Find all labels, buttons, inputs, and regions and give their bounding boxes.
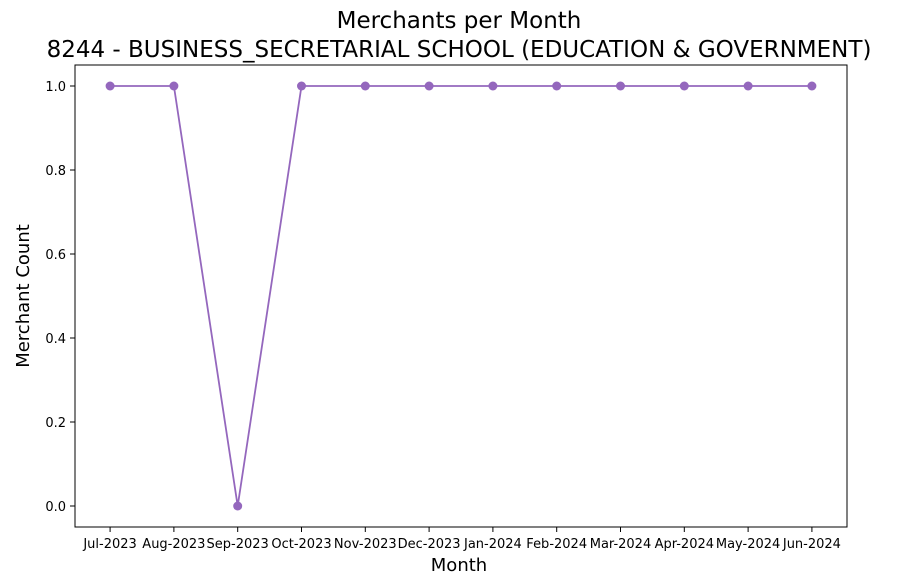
data-point [616,81,626,91]
y-tick-label: 0.6 [45,248,66,263]
y-tick-label: 0.2 [45,416,66,431]
y-tick-label: 0.8 [45,164,66,179]
data-point [233,501,243,511]
data-point [488,81,498,91]
x-tick-label: Jul-2023 [82,537,136,552]
y-tick-label: 0.4 [45,332,66,347]
x-tick-label: Dec-2023 [398,537,461,552]
y-tick-label: 0.0 [45,500,66,515]
chart-title: Merchants per Month [337,8,582,34]
x-tick-label: Aug-2023 [142,537,205,552]
plot-area: 0.0 0.2 0.4 0.6 0.8 1.0 Jul-2023 Aug-2023 Sep-20… [45,64,848,552]
x-tick-label: Nov-2023 [334,537,397,552]
x-tick-label: Jan-2024 [463,537,522,552]
data-point [424,81,434,91]
y-tick-label: 1.0 [45,80,66,95]
data-point [169,81,179,91]
data-point [360,81,370,91]
data-point [105,81,115,91]
x-tick-label: Jun-2024 [782,537,841,552]
x-axis-label: Month [431,555,487,576]
x-tick-label: Oct-2023 [271,537,331,552]
y-axis-label: Merchant Count [13,224,34,368]
data-point [807,81,817,91]
chart-subtitle: 8244 - BUSINESS_SECRETARIAL SCHOOL (EDUC… [47,37,872,63]
plot-frame [74,64,848,528]
data-point [679,81,689,91]
x-tick-label: May-2024 [716,537,780,552]
x-tick-label: Apr-2024 [655,537,714,552]
x-tick-label: Sep-2023 [207,537,269,552]
x-tick-label: Mar-2024 [590,537,651,552]
data-point [743,81,753,91]
x-tick-label: Feb-2024 [526,537,587,552]
series-line [110,85,812,507]
data-point [296,81,306,91]
data-point [552,81,562,91]
